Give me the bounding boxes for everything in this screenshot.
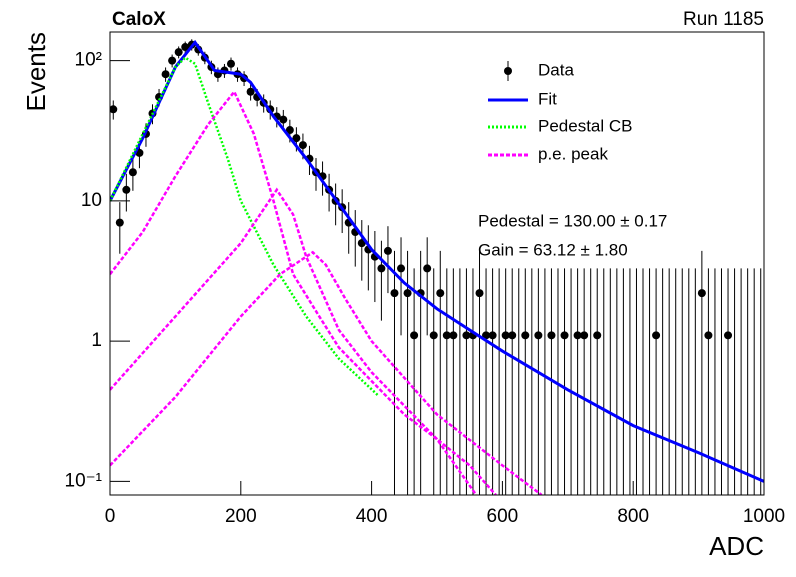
data-point — [534, 331, 543, 340]
data-point — [246, 87, 255, 96]
fit-curve — [110, 187, 478, 495]
fit-curve — [110, 39, 764, 483]
data-point — [436, 289, 445, 298]
x-axis-label: ADC — [709, 531, 764, 561]
legend-marker — [504, 67, 512, 75]
frame — [109, 31, 765, 496]
data-point — [547, 331, 556, 340]
data-point — [429, 331, 438, 340]
annotation: Pedestal = 130.00 ± 0.17 — [478, 211, 667, 230]
x-tick-label: 0 — [105, 506, 116, 527]
data-point — [403, 289, 412, 298]
plot-area — [110, 39, 764, 495]
data-point — [580, 331, 589, 340]
data-point — [475, 289, 484, 298]
data-point — [279, 115, 288, 124]
x-tick-label: 600 — [487, 506, 519, 527]
data-point — [122, 185, 131, 194]
legend-label: Data — [538, 60, 574, 79]
chart-title: CaloX — [112, 9, 166, 30]
x-tick-label: 1000 — [743, 506, 785, 527]
data-point — [383, 246, 392, 255]
data-point — [560, 331, 569, 340]
data-point — [652, 331, 661, 340]
data-point — [128, 168, 137, 177]
data-point — [724, 331, 733, 340]
y-tick-label: 10⁻¹ — [65, 470, 103, 491]
data-point — [285, 126, 294, 135]
data-point — [449, 331, 458, 340]
y-tick-label: 10 — [81, 190, 102, 211]
data-point — [573, 331, 582, 340]
data-point — [501, 331, 510, 340]
data-point — [298, 141, 307, 150]
data-point — [115, 218, 124, 227]
data-point — [410, 331, 419, 340]
data-point — [462, 331, 471, 340]
legend-label: Pedestal CB — [538, 116, 633, 135]
data-point — [181, 43, 190, 52]
data-point — [226, 59, 235, 68]
data-point — [704, 331, 713, 340]
y-tick-label: 1 — [91, 330, 102, 351]
run-label: Run 1185 — [683, 9, 764, 30]
data-point — [423, 264, 432, 273]
data-point — [521, 331, 530, 340]
legend-label: Fit — [538, 89, 557, 108]
data-point — [482, 331, 491, 340]
annotation: Gain = 63.12 ± 1.80 — [478, 240, 628, 259]
data-point — [174, 48, 183, 57]
data-point — [442, 331, 451, 340]
data-point — [168, 56, 177, 65]
legend-label: p.e. peak — [538, 144, 608, 163]
fit-curve — [110, 56, 379, 397]
data-point — [390, 289, 399, 298]
data-point — [697, 289, 706, 298]
fit-curve — [110, 250, 543, 495]
data-point — [110, 105, 118, 114]
data-point — [161, 70, 170, 79]
data-point — [508, 331, 517, 340]
x-tick-label: 200 — [225, 506, 257, 527]
data-point — [397, 264, 406, 273]
x-tick-label: 800 — [617, 506, 649, 527]
y-tick-label: 10² — [75, 50, 102, 71]
data-point — [292, 134, 301, 143]
x-tick-label: 400 — [356, 506, 388, 527]
y-axis-label: Events — [21, 32, 51, 112]
data-point — [488, 331, 497, 340]
data-point — [377, 264, 386, 273]
data-point — [593, 331, 602, 340]
